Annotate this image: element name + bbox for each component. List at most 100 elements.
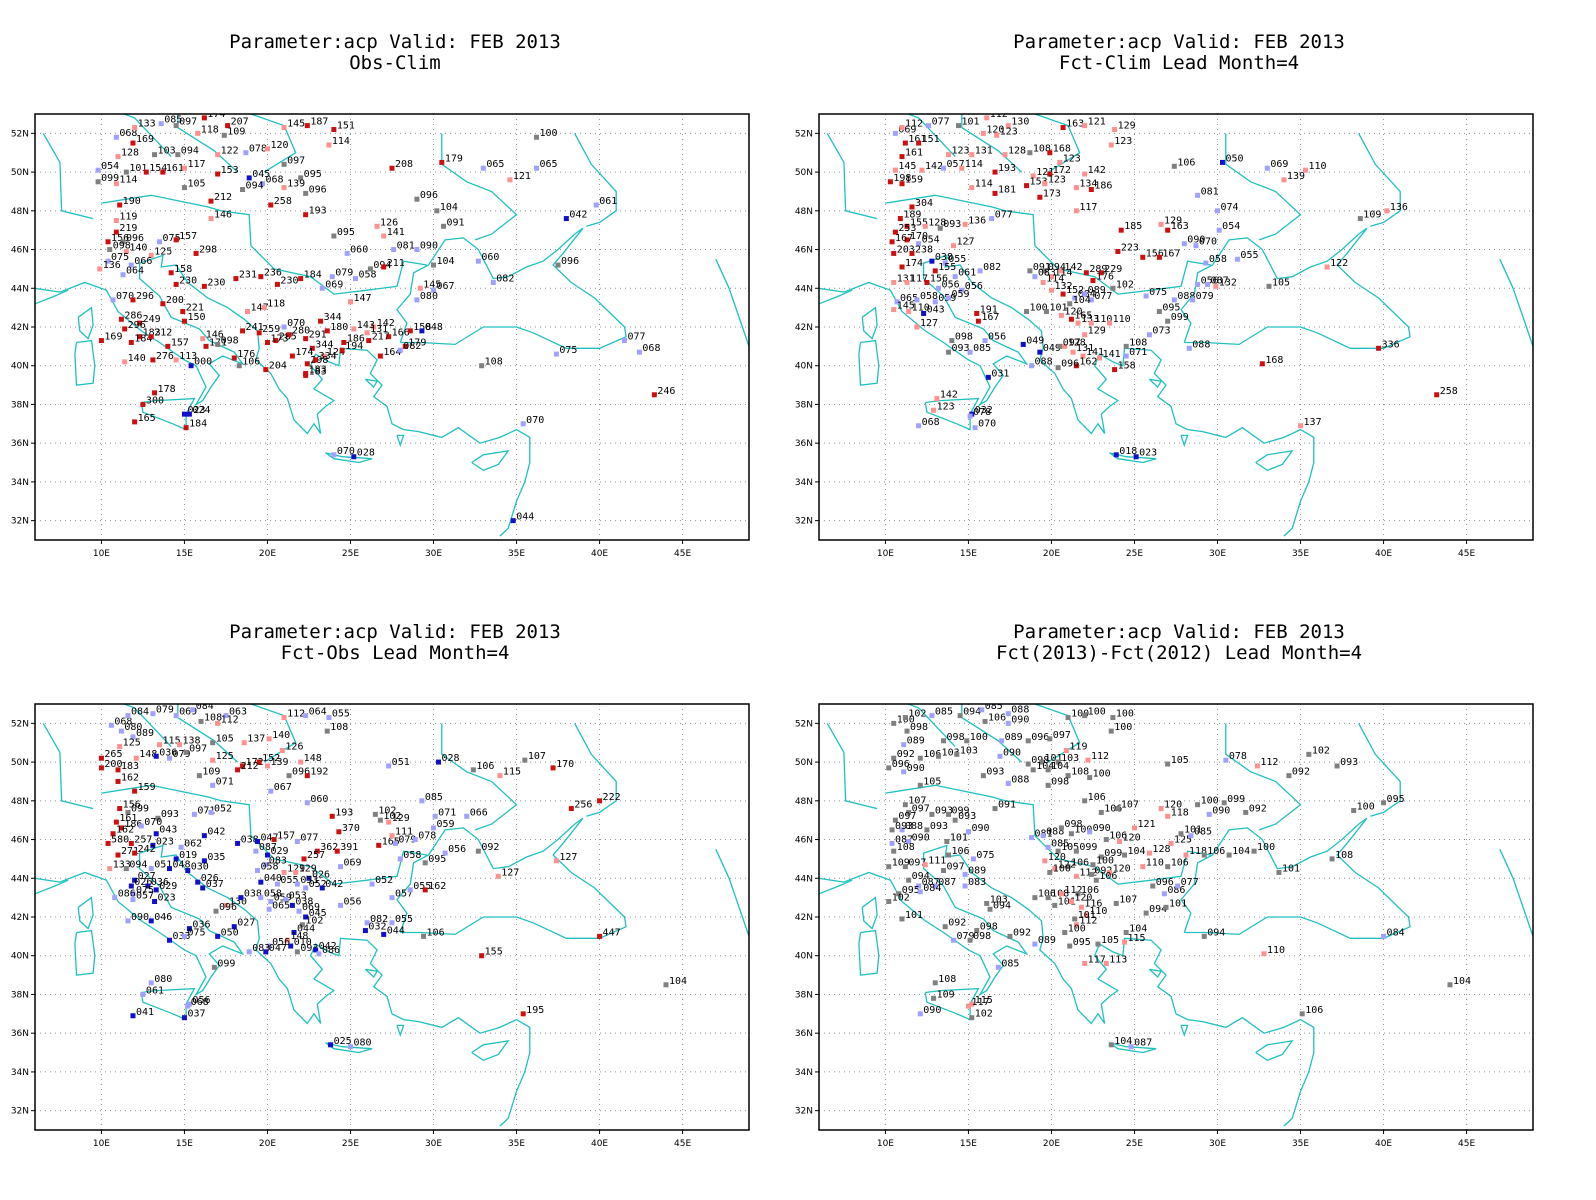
station-value: 123 bbox=[1048, 175, 1066, 186]
station-marker bbox=[264, 339, 270, 345]
station-value: 068 bbox=[922, 417, 940, 428]
x-tick-label: 45E bbox=[674, 549, 691, 559]
station-value: 112 bbox=[1260, 757, 1278, 768]
station-marker bbox=[932, 268, 938, 274]
station-marker bbox=[936, 753, 942, 759]
station-marker bbox=[376, 842, 382, 848]
station-marker bbox=[266, 943, 272, 949]
station-marker bbox=[965, 1003, 971, 1009]
station-value: 106 bbox=[476, 761, 494, 772]
station-marker bbox=[181, 1015, 187, 1021]
station-value: 194 bbox=[345, 341, 363, 352]
station-marker bbox=[210, 757, 216, 763]
station-value: 271 bbox=[121, 846, 139, 857]
x-tick-label: 30E bbox=[425, 1139, 442, 1149]
coastline bbox=[858, 339, 880, 386]
y-tick-label: 32N bbox=[795, 1107, 813, 1117]
station-value: 200 bbox=[166, 295, 184, 306]
station-value: 030 bbox=[191, 862, 209, 873]
station-marker bbox=[110, 297, 116, 303]
station-value: 109 bbox=[892, 858, 910, 869]
station-value: 186 bbox=[1094, 181, 1112, 192]
station-value: 095 bbox=[337, 227, 355, 238]
coastline bbox=[100, 79, 243, 97]
station-marker bbox=[319, 885, 325, 891]
station-marker bbox=[1165, 318, 1171, 324]
station-marker bbox=[1060, 125, 1066, 131]
station-marker bbox=[431, 287, 437, 293]
coastline bbox=[1109, 452, 1157, 464]
station-marker bbox=[1123, 929, 1129, 935]
station-marker bbox=[281, 715, 287, 721]
station-value: 074 bbox=[1221, 202, 1239, 213]
coastline bbox=[122, 114, 172, 158]
station-marker bbox=[889, 840, 895, 846]
station-marker bbox=[198, 718, 204, 724]
station-value: 119 bbox=[119, 212, 137, 223]
station-marker bbox=[1005, 123, 1011, 129]
station-value: 258 bbox=[274, 196, 292, 207]
station-marker bbox=[1005, 780, 1011, 786]
station-marker bbox=[1020, 341, 1026, 347]
station-marker bbox=[974, 928, 980, 934]
station-marker bbox=[128, 339, 134, 345]
station-value: 101 bbox=[905, 910, 923, 921]
coastline bbox=[471, 450, 510, 472]
station-marker bbox=[906, 309, 912, 315]
station-marker bbox=[1073, 848, 1079, 854]
station-marker bbox=[1062, 929, 1068, 935]
station-marker bbox=[324, 728, 330, 734]
station-marker bbox=[1007, 933, 1013, 939]
station-value: 108 bbox=[330, 722, 348, 733]
station-marker bbox=[1186, 345, 1192, 351]
station-value: 116 bbox=[1084, 898, 1102, 909]
station-value: 158 bbox=[413, 322, 431, 333]
station-marker bbox=[1259, 361, 1265, 367]
station-value: 286 bbox=[124, 310, 142, 321]
station-value: 088 bbox=[1035, 357, 1053, 368]
station-marker bbox=[1032, 941, 1038, 947]
station-marker bbox=[422, 860, 428, 866]
station-value: 106 bbox=[1109, 831, 1127, 842]
coastline bbox=[819, 254, 1315, 537]
station-marker bbox=[1087, 829, 1093, 835]
station-value: 104 bbox=[1128, 846, 1146, 857]
station-marker bbox=[919, 167, 925, 173]
station-marker bbox=[221, 132, 227, 138]
station-marker bbox=[304, 361, 310, 367]
station-marker bbox=[201, 858, 207, 864]
station-value: 157 bbox=[171, 337, 189, 348]
station-marker bbox=[891, 250, 897, 256]
station-marker bbox=[1045, 895, 1051, 901]
station-value: 097 bbox=[898, 811, 916, 822]
station-value: 032 bbox=[975, 405, 993, 416]
station-marker bbox=[1447, 982, 1453, 988]
station-marker bbox=[906, 809, 912, 815]
station-marker bbox=[1098, 854, 1104, 860]
station-value: 068 bbox=[114, 716, 132, 727]
station-marker bbox=[1029, 835, 1035, 841]
station-marker bbox=[148, 980, 154, 986]
y-tick-label: 52N bbox=[795, 129, 813, 139]
station-marker bbox=[1070, 349, 1076, 355]
station-marker bbox=[1073, 922, 1079, 928]
station-marker bbox=[568, 806, 574, 812]
station-marker bbox=[1005, 711, 1011, 717]
x-tick-label: 35E bbox=[1292, 1139, 1309, 1149]
station-value: 106 bbox=[1071, 858, 1089, 869]
station-marker bbox=[553, 858, 559, 864]
station-marker bbox=[98, 765, 104, 771]
station-value: 105 bbox=[187, 179, 205, 190]
station-value: 069 bbox=[179, 707, 197, 718]
station-value: 155 bbox=[910, 217, 928, 228]
station-marker bbox=[1115, 248, 1121, 254]
coastline bbox=[101, 194, 428, 295]
station-marker bbox=[414, 196, 420, 202]
station-value: 110 bbox=[1267, 945, 1285, 956]
station-marker bbox=[1299, 1011, 1305, 1017]
station-value: 122 bbox=[221, 146, 239, 157]
station-value: 104 bbox=[1051, 761, 1069, 772]
station-marker bbox=[181, 411, 187, 417]
station-marker bbox=[98, 755, 104, 761]
